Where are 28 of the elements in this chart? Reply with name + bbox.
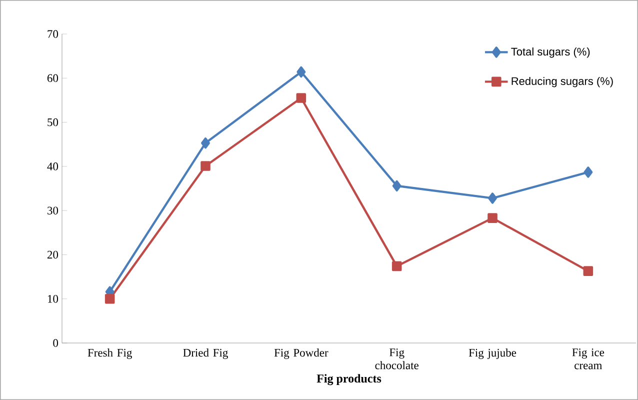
x-tick-label: Fresh Fig [88,348,132,359]
x-tick-label: Fig chocolate [375,348,418,370]
y-tick-label: 70 [48,30,58,38]
point [583,266,594,276]
x-tick-label: Dried Fig [183,348,228,359]
y-tick-label: 30 [48,206,58,214]
y-tick-label: 0 [53,339,58,347]
legend-label: Reducing sugars (%) [512,76,613,88]
point [584,166,593,178]
y-tick-label: 50 [48,118,58,126]
x-tick-label: Fig ice cream [572,348,604,370]
point [488,213,498,223]
x-tick-label: Fig Powder [274,348,328,359]
point [296,93,306,103]
y-tick-label: 20 [47,250,58,259]
x-axis-title: Fig products [316,374,382,386]
point [392,180,402,192]
point [296,66,306,78]
point [200,161,210,171]
y-tick-label: 40 [47,162,58,170]
point [104,294,115,304]
y-tick-label: 60 [47,74,58,82]
y-tick-label: 10 [48,294,58,303]
point [488,192,497,204]
point [392,261,402,272]
legend-label: Total sugars (%) [511,47,590,58]
x-tick-label: Fig jujube [468,348,516,359]
point [201,137,210,149]
